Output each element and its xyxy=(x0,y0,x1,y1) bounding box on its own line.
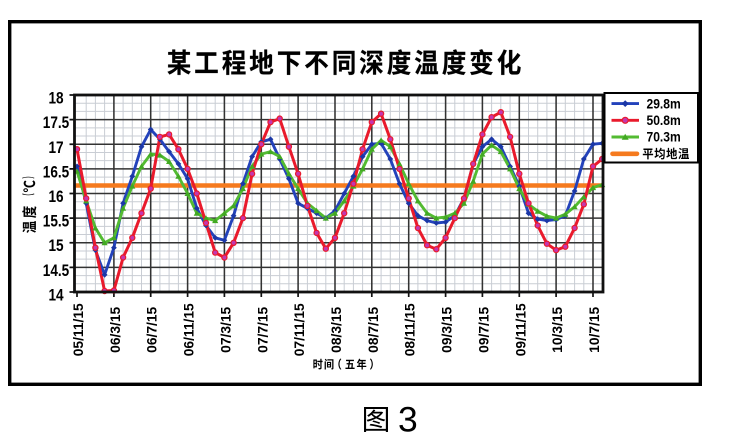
svg-text:17.5: 17.5 xyxy=(43,114,69,133)
svg-text:16: 16 xyxy=(48,188,63,207)
svg-text:07/7/15: 07/7/15 xyxy=(255,306,270,352)
svg-text:05/11/15: 05/11/15 xyxy=(71,303,86,356)
svg-text:06/7/15: 06/7/15 xyxy=(145,306,160,352)
svg-text:14: 14 xyxy=(48,286,64,305)
svg-text:16.5: 16.5 xyxy=(43,163,69,182)
svg-text:06/11/15: 06/11/15 xyxy=(182,303,197,356)
svg-text:17: 17 xyxy=(48,139,63,158)
svg-text:08/7/15: 08/7/15 xyxy=(366,306,381,352)
svg-text:08/3/15: 08/3/15 xyxy=(329,306,344,352)
svg-text:06/3/15: 06/3/15 xyxy=(108,306,123,352)
svg-text:3: 3 xyxy=(398,400,418,440)
svg-text:08/11/15: 08/11/15 xyxy=(403,303,418,356)
svg-text:10/3/15: 10/3/15 xyxy=(550,306,565,352)
svg-text:50.8m: 50.8m xyxy=(647,112,681,128)
svg-text:07/11/15: 07/11/15 xyxy=(292,303,307,356)
svg-text:14.5: 14.5 xyxy=(43,262,69,281)
svg-text:07/3/15: 07/3/15 xyxy=(218,306,233,352)
svg-text:15.5: 15.5 xyxy=(43,212,69,231)
svg-text:70.3m: 70.3m xyxy=(647,129,681,145)
svg-text:09/3/15: 09/3/15 xyxy=(440,306,455,352)
svg-text:15: 15 xyxy=(48,237,63,256)
svg-text:09/7/15: 09/7/15 xyxy=(476,306,491,352)
svg-text:09/11/15: 09/11/15 xyxy=(513,303,528,356)
svg-text:29.8m: 29.8m xyxy=(647,95,681,111)
svg-text:18: 18 xyxy=(48,89,63,108)
svg-text:10/7/15: 10/7/15 xyxy=(587,306,602,352)
